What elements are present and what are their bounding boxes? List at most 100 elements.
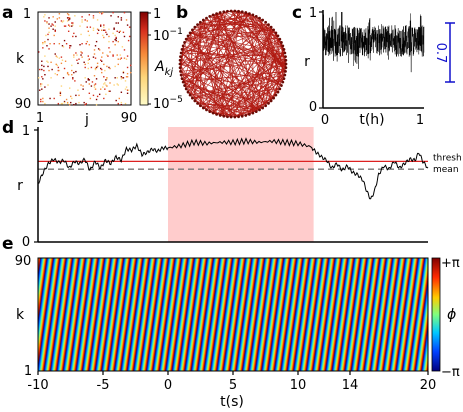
matrix-cell — [74, 15, 76, 17]
network-node — [222, 114, 226, 118]
matrix-cell — [71, 97, 73, 100]
matrix-cell — [71, 69, 73, 72]
matrix-cell — [59, 91, 62, 93]
matrix-cell — [87, 79, 89, 81]
e-cbar-label: ϕ — [447, 307, 456, 323]
matrix-cell — [119, 54, 122, 56]
panel-label-c: c — [292, 3, 302, 23]
adjacency-matrix-frame — [37, 11, 132, 106]
matrix-cell — [120, 103, 123, 106]
matrix-cell — [51, 23, 53, 25]
matrix-cell — [90, 66, 93, 69]
matrix-cell — [126, 24, 129, 26]
matrix-cell — [44, 55, 46, 57]
a-cbar-tick-3: 10−5 — [153, 95, 183, 112]
network-edge — [209, 16, 279, 37]
matrix-cell — [74, 80, 76, 82]
matrix-cell — [61, 59, 64, 61]
network-node — [218, 114, 222, 117]
d-ytick-top: 1 — [22, 124, 30, 139]
matrix-cell — [102, 86, 104, 88]
network-node — [183, 84, 186, 87]
network-node — [196, 101, 199, 105]
matrix-cell — [42, 78, 44, 80]
network-edge — [180, 59, 286, 72]
matrix-cell — [54, 25, 56, 27]
network-node — [244, 114, 248, 117]
matrix-cell — [125, 86, 128, 88]
e-ylabel: k — [16, 307, 25, 323]
matrix-cell — [45, 34, 47, 37]
matrix-cell — [84, 77, 86, 79]
network-node — [188, 93, 192, 97]
matrix-cell — [79, 25, 81, 27]
network-node — [201, 106, 205, 110]
matrix-cell — [42, 47, 44, 49]
matrix-cell — [42, 43, 44, 45]
network-node — [282, 47, 286, 51]
matrix-cell — [44, 41, 46, 44]
matrix-cell — [67, 17, 70, 19]
c-ytick-top: 1 — [309, 6, 317, 21]
network-node — [215, 12, 219, 15]
adjacency-matrix-cells — [38, 12, 132, 106]
matrix-cell — [75, 94, 77, 97]
matrix-cell — [123, 57, 126, 59]
matrix-cell — [53, 97, 55, 100]
network-node — [193, 99, 197, 103]
matrix-cell — [129, 64, 132, 67]
network-node — [205, 16, 208, 20]
panel-b — [178, 9, 288, 119]
matrix-cell — [67, 14, 70, 16]
network-node — [284, 66, 288, 70]
d-series-line — [37, 137, 429, 200]
c-xtick-left: 0 — [321, 113, 329, 128]
matrix-cell — [55, 55, 57, 57]
matrix-cell — [94, 88, 97, 90]
matrix-cell — [118, 97, 120, 100]
matrix-cell — [117, 22, 119, 24]
matrix-cell — [87, 30, 89, 32]
matrix-cell — [116, 54, 118, 56]
matrix-cell — [114, 65, 116, 68]
matrix-cell — [78, 101, 80, 104]
matrix-cell — [43, 69, 45, 72]
matrix-cell — [58, 69, 61, 72]
matrix-cell — [51, 68, 53, 71]
network-node — [190, 28, 194, 32]
matrix-cell — [61, 102, 64, 105]
network-edge — [209, 16, 287, 68]
matrix-cell — [92, 94, 95, 97]
matrix-cell — [41, 68, 43, 71]
matrix-cell — [69, 17, 71, 19]
matrix-cell — [106, 54, 108, 56]
network-node — [226, 9, 229, 13]
matrix-cell — [116, 30, 118, 32]
matrix-cell — [52, 24, 54, 26]
matrix-cell — [87, 67, 89, 70]
matrix-cell — [94, 83, 97, 85]
network-edge — [186, 16, 257, 40]
network-node — [254, 110, 258, 114]
network-node — [258, 16, 261, 20]
matrix-cell — [84, 103, 86, 106]
matrix-cell — [88, 58, 91, 60]
matrix-cell — [124, 88, 127, 90]
matrix-cell — [67, 19, 70, 21]
network-node — [237, 9, 240, 13]
matrix-cell — [120, 17, 123, 19]
network-edge — [238, 11, 254, 114]
network-edge — [181, 78, 201, 106]
matrix-cell — [72, 78, 74, 80]
network-edge — [241, 11, 282, 43]
network-graph — [178, 9, 288, 119]
matrix-cell — [63, 100, 66, 103]
panel-label-a: a — [2, 3, 13, 23]
a-ytick-top: 1 — [23, 7, 31, 22]
matrix-cell — [129, 71, 132, 74]
matrix-cell — [114, 77, 116, 79]
matrix-cell — [109, 51, 111, 53]
c-xtick-right: 1 — [416, 113, 424, 128]
matrix-cell — [75, 52, 77, 54]
matrix-cell — [96, 95, 99, 98]
